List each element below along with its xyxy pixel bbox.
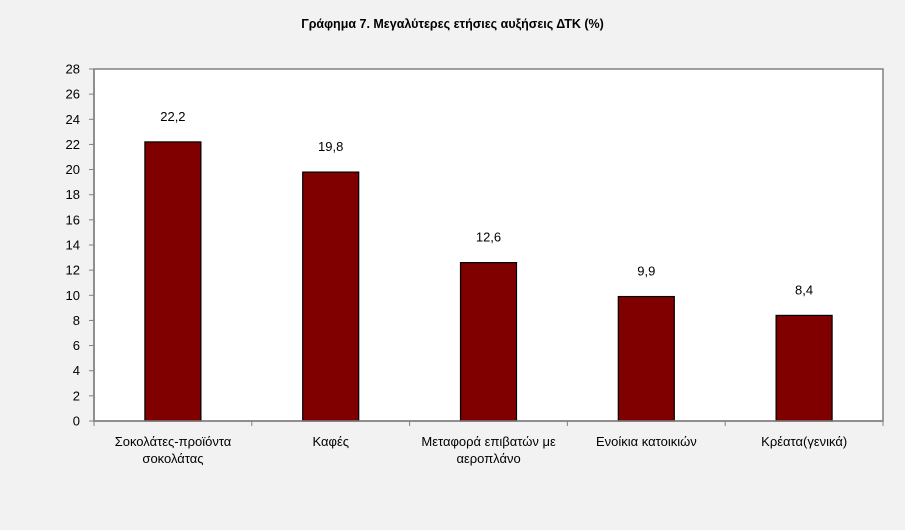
data-label: 19,8 [318,139,343,154]
bar [144,141,202,422]
y-tick-label: 10 [66,288,80,303]
y-tick-label: 14 [66,238,80,253]
y-tick-label: 4 [73,363,80,378]
y-tick-label: 18 [66,187,80,202]
data-label: 12,6 [476,230,501,245]
y-tick-label: 0 [73,414,80,429]
bar [459,262,518,422]
bar [775,314,833,422]
y-tick-label: 26 [66,87,80,102]
bar [617,295,675,422]
y-tick-label: 24 [66,112,80,127]
y-tick-label: 8 [73,313,80,328]
x-tick-label: Ενοίκια κατοικιών [596,434,697,449]
bar [302,171,360,422]
y-tick-label: 28 [66,62,80,77]
x-tick-label: Σοκολάτες-προϊόντα σοκολάτας [114,434,232,466]
y-tick-label: 20 [66,162,80,177]
y-tick-label: 6 [73,338,80,353]
y-tick-label: 16 [66,212,80,227]
chart-title: Γράφημα 7. Μεγαλύτερες ετήσιες αυξήσεις … [301,17,604,31]
x-tick-label: Κρέατα(γενικά) [761,434,848,449]
data-label: 9,9 [637,264,655,279]
y-tick-label: 12 [66,263,80,278]
x-tick-label: Καφές [312,434,350,449]
x-tick-label: Μεταφορά επιβατών με αεροπλάνο [421,434,556,466]
y-tick-label: 22 [66,137,80,152]
data-label: 22,2 [160,109,185,124]
y-tick-label: 2 [73,388,80,403]
data-label: 8,4 [795,282,813,297]
